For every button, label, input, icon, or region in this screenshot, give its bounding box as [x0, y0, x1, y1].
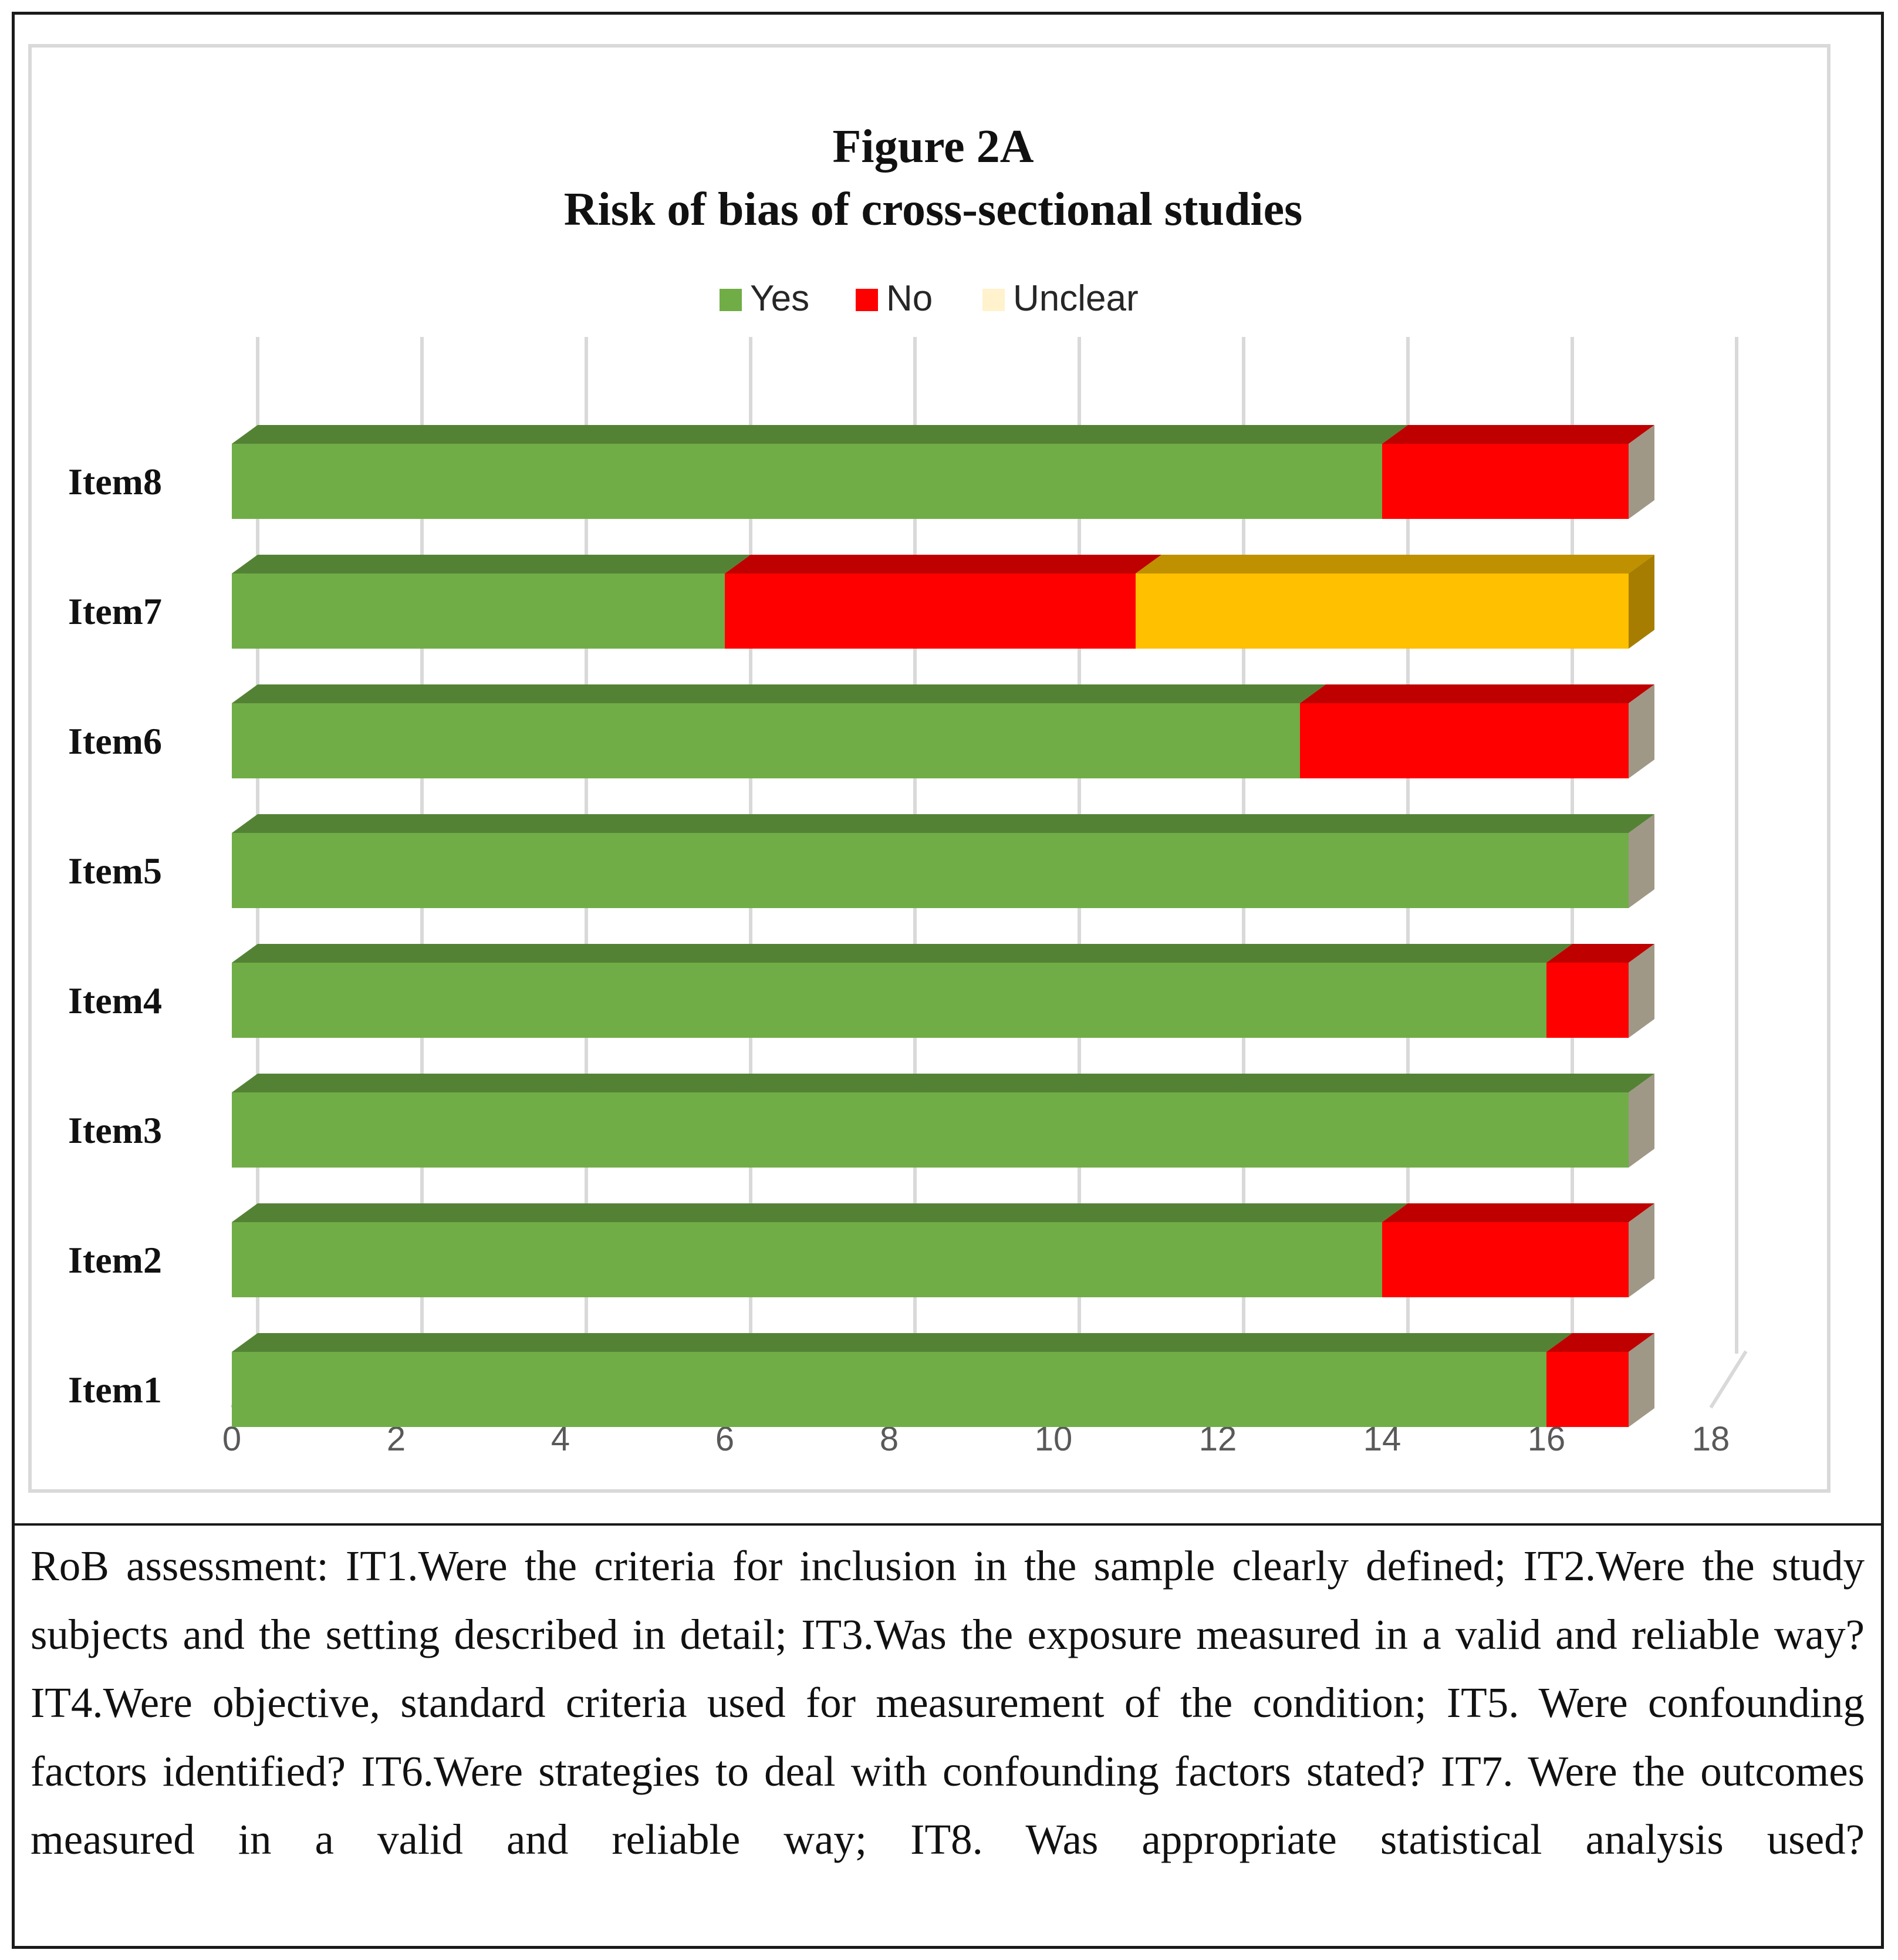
bar-item2-yes	[232, 1222, 1382, 1297]
bar-top-item1-yes	[232, 1333, 1572, 1352]
bar-item6-no	[1300, 703, 1629, 778]
category-label-item5: Item5	[68, 850, 162, 892]
bar-top-item6-no	[1300, 684, 1654, 703]
bar-end-item1	[1629, 1333, 1654, 1427]
bar-end-item5	[1629, 814, 1654, 908]
bar-top-item7-unclear	[1136, 555, 1654, 574]
legend-label-yes: Yes	[750, 278, 809, 319]
bar-item8-no	[1382, 444, 1629, 519]
category-label-item7: Item7	[68, 591, 162, 632]
bar-item3-yes	[232, 1092, 1629, 1168]
bar-end-item6	[1629, 684, 1654, 778]
bar-item8-yes	[232, 444, 1382, 519]
figure-caption: RoB assessment: IT1.Were the criteria fo…	[31, 1542, 1865, 1863]
bar-item1-yes	[232, 1352, 1546, 1427]
bar-item7-no	[725, 574, 1136, 649]
category-label-item3: Item3	[68, 1109, 162, 1151]
bar-item4-no	[1546, 963, 1629, 1038]
legend-swatch-unclear	[982, 289, 1005, 311]
bar-top-item8-no	[1382, 425, 1654, 444]
bar-item5-yes	[232, 833, 1629, 908]
legend-label-no: No	[886, 278, 933, 319]
chart-title: Figure 2A	[833, 121, 1034, 173]
bar-end-item8	[1629, 425, 1654, 519]
bar-top-item2-yes	[232, 1203, 1408, 1222]
chart-subtitle: Risk of bias of cross-sectional studies	[564, 184, 1303, 235]
bar-chart: Figure 2A Risk of bias of cross-sectional…	[68, 121, 1748, 1458]
category-label-item1: Item1	[68, 1369, 162, 1411]
bar-end-item3	[1629, 1074, 1654, 1168]
bar-end-item2	[1629, 1203, 1654, 1297]
category-label-item4: Item4	[68, 980, 162, 1021]
bar-item7-unclear	[1136, 574, 1629, 649]
bar-top-item3-yes	[232, 1074, 1654, 1092]
legend-label-unclear: Unclear	[1013, 278, 1139, 319]
bar-top-item7-no	[725, 555, 1161, 574]
caption-divider	[12, 1523, 1884, 1526]
category-label-item2: Item2	[68, 1239, 162, 1281]
chart-area: Figure 2A Risk of bias of cross-sectional…	[28, 44, 1831, 1493]
bar-item2-no	[1382, 1222, 1629, 1297]
bar-item6-yes	[232, 703, 1300, 778]
x-tick-label: 18	[1692, 1420, 1730, 1458]
floor-line-18	[1709, 1350, 1748, 1409]
bar-item1-no	[1546, 1352, 1629, 1427]
bar-end-item7	[1629, 555, 1654, 649]
bar-top-item1-no	[1546, 1333, 1654, 1352]
bar-item4-yes	[232, 963, 1546, 1038]
category-label-item6: Item6	[68, 720, 162, 762]
bar-top-item8-yes	[232, 425, 1408, 444]
bar-top-item2-no	[1382, 1203, 1654, 1222]
bar-top-item4-yes	[232, 944, 1572, 963]
bar-item7-yes	[232, 574, 725, 649]
legend-swatch-yes	[720, 289, 742, 311]
bar-top-item5-yes	[232, 814, 1654, 833]
bar-top-item7-yes	[232, 555, 751, 574]
legend-swatch-no	[856, 289, 878, 311]
bar-top-item4-no	[1546, 944, 1654, 963]
category-label-item8: Item8	[68, 461, 162, 502]
bar-end-item4	[1629, 944, 1654, 1038]
bar-top-item6-yes	[232, 684, 1326, 703]
